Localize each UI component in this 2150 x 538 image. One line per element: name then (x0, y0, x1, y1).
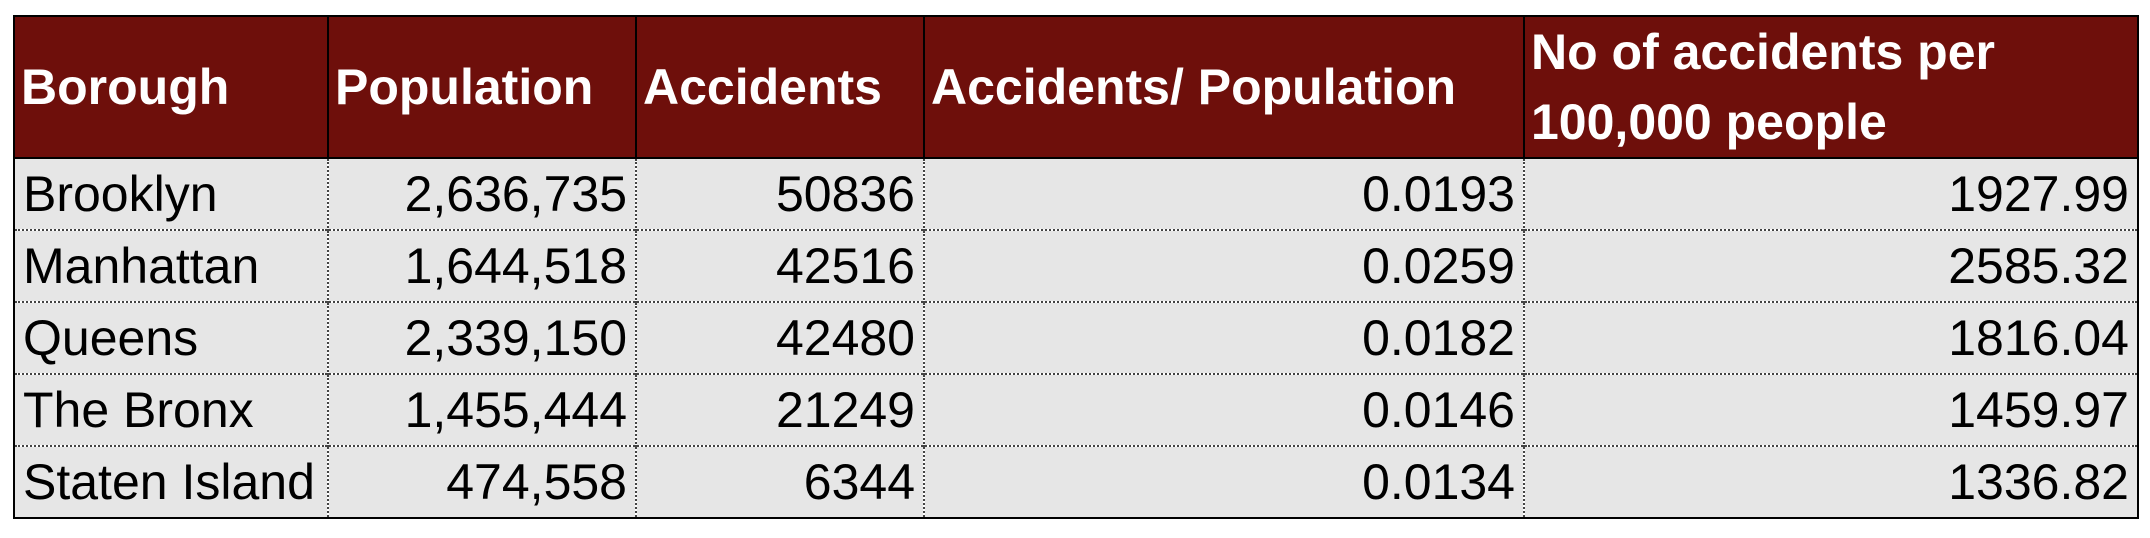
cell-borough[interactable]: The Bronx (14, 373, 328, 446)
table-row: Manhattan 1,644,518 42516 0.0259 2585.32 (14, 229, 2138, 302)
cell-borough[interactable]: Manhattan (14, 229, 328, 302)
table-row: The Bronx 1,455,444 21249 0.0146 1459.97 (14, 373, 2138, 446)
table-row: Queens 2,339,150 42480 0.0182 1816.04 (14, 301, 2138, 374)
table-row: Staten Island 474,558 6344 0.0134 1336.8… (14, 445, 2138, 518)
cell-population[interactable]: 1,455,444 (327, 373, 636, 446)
cell-per-100k[interactable]: 1927.99 (1523, 158, 2138, 230)
cell-population[interactable]: 2,339,150 (327, 301, 636, 374)
cell-population[interactable]: 2,636,735 (327, 158, 636, 230)
cell-accidents[interactable]: 6344 (635, 445, 924, 518)
cell-population[interactable]: 474,558 (327, 445, 636, 518)
table-row: Brooklyn 2,636,735 50836 0.0193 1927.99 (14, 158, 2138, 230)
header-accidents-per-100k[interactable]: No of accidents per 100,000 people (1523, 16, 2138, 159)
cell-ratio[interactable]: 0.0146 (923, 373, 1524, 446)
header-accidents[interactable]: Accidents (635, 16, 924, 159)
borough-accidents-table: Borough Population Accidents Accidents/ … (13, 15, 2139, 519)
cell-per-100k[interactable]: 2585.32 (1523, 229, 2138, 302)
header-row: Borough Population Accidents Accidents/ … (14, 16, 2138, 159)
cell-per-100k[interactable]: 1816.04 (1523, 301, 2138, 374)
cell-accidents[interactable]: 21249 (635, 373, 924, 446)
header-accidents-per-population[interactable]: Accidents/ Population (923, 16, 1524, 159)
cell-ratio[interactable]: 0.0193 (923, 158, 1524, 230)
cell-accidents[interactable]: 42516 (635, 229, 924, 302)
cell-accidents[interactable]: 50836 (635, 158, 924, 230)
cell-borough[interactable]: Queens (14, 301, 328, 374)
header-population[interactable]: Population (327, 16, 636, 159)
cell-per-100k[interactable]: 1336.82 (1523, 445, 2138, 518)
cell-per-100k[interactable]: 1459.97 (1523, 373, 2138, 446)
cell-borough[interactable]: Brooklyn (14, 158, 328, 230)
cell-population[interactable]: 1,644,518 (327, 229, 636, 302)
header-borough[interactable]: Borough (14, 16, 328, 159)
cell-accidents[interactable]: 42480 (635, 301, 924, 374)
cell-ratio[interactable]: 0.0182 (923, 301, 1524, 374)
cell-ratio[interactable]: 0.0259 (923, 229, 1524, 302)
cell-borough[interactable]: Staten Island (14, 445, 328, 518)
cell-ratio[interactable]: 0.0134 (923, 445, 1524, 518)
